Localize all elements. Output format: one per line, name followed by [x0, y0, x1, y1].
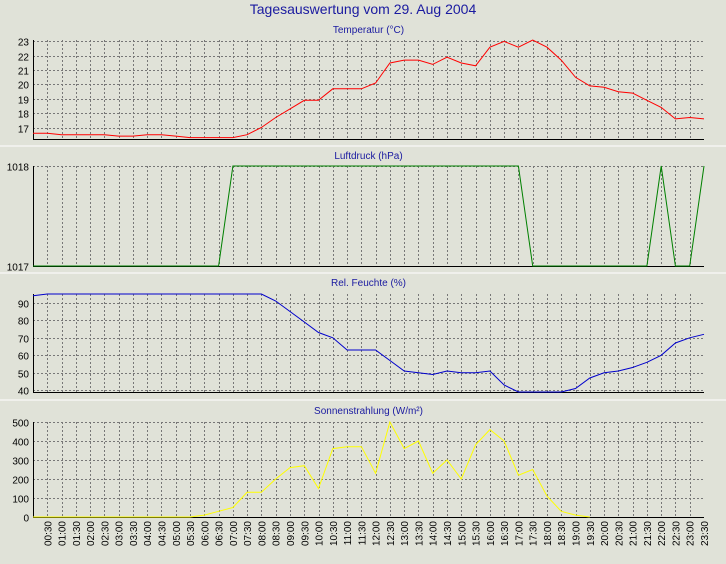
x-tick-label: 10:30: [329, 521, 340, 546]
x-tick-label: 22:00: [657, 521, 668, 546]
x-tick-label: 06:00: [200, 521, 211, 546]
x-tick-label: 23:00: [686, 521, 697, 546]
pressure-chart-title: Luftdruck (hPa): [334, 151, 402, 162]
x-tick-label: 11:00: [343, 521, 354, 546]
x-tick-label: 05:30: [186, 521, 197, 546]
y-tick-label: 40: [18, 387, 30, 398]
x-tick-label: 04:00: [143, 521, 154, 546]
y-tick-label: 70: [18, 335, 30, 346]
y-tick-label: 1017: [7, 263, 30, 274]
x-tick-label: 17:30: [529, 521, 540, 546]
x-tick-label: 01:00: [58, 521, 69, 546]
x-tick-label: 09:00: [286, 521, 297, 546]
y-tick-label: 22: [18, 53, 30, 64]
pressure-chart: Luftdruck (hPa) 1017 1018: [7, 151, 705, 274]
x-tick-label: 22:30: [671, 521, 682, 546]
x-tick-label: 19:30: [586, 521, 597, 546]
x-tick-label: 07:30: [243, 521, 254, 546]
x-tick-label: 13:30: [415, 521, 426, 546]
radiation-series-line: [33, 420, 590, 518]
x-tick-label: 02:30: [100, 521, 111, 546]
temperature-series-line: [33, 39, 705, 139]
y-tick-label: 80: [18, 317, 30, 328]
x-tick-label: 12:00: [372, 521, 383, 546]
x-tick-label: 02:00: [86, 521, 97, 546]
x-tick-label: 19:00: [572, 521, 583, 546]
x-tick-label: 12:30: [386, 521, 397, 546]
x-tick-label: 03:00: [115, 521, 126, 546]
plot-area: [33, 294, 704, 392]
x-tick-label: 17:00: [514, 521, 525, 546]
humidity-chart-title: Rel. Feuchte (%): [331, 278, 406, 289]
plot-area: [33, 166, 704, 266]
x-tick-label: 15:30: [472, 521, 483, 546]
y-tick-label: 18: [18, 110, 30, 121]
x-tick-label: 13:00: [400, 521, 411, 546]
x-tick-label: 09:30: [300, 521, 311, 546]
y-tick-label: 0: [23, 514, 29, 525]
x-tick-label: 18:00: [543, 521, 554, 546]
x-tick-label: 03:30: [129, 521, 140, 546]
x-tick-labels: 00:30 01:00 01:30 02:00 02:30 03:00 03:30 04:00…: [43, 521, 711, 546]
x-tick-label: 16:30: [500, 521, 511, 546]
x-tick-label: 14:00: [429, 521, 440, 546]
page-title: Tagesauswertung vom 29. Aug 2004: [249, 1, 477, 17]
x-tick-label: 20:00: [600, 521, 611, 546]
humidity-series-line: [32, 293, 705, 393]
y-tick-label: 500: [12, 419, 29, 430]
y-tick-label: 20: [18, 81, 30, 92]
y-tick-label: 300: [12, 457, 29, 468]
x-tick-label: 21:30: [643, 521, 654, 546]
y-tick-label: 90: [18, 300, 30, 311]
x-tick-label: 00:30: [43, 521, 54, 546]
x-tick-label: 10:00: [315, 521, 326, 546]
y-tick-label: 21: [18, 67, 30, 78]
x-tick-label: 21:00: [629, 521, 640, 546]
x-tick-label: 07:00: [229, 521, 240, 546]
pressure-series-line: [33, 165, 705, 267]
radiation-chart-title: Sonnenstrahlung (W/m²): [314, 406, 423, 417]
y-tick-label: 60: [18, 352, 30, 363]
y-tick-label: 1018: [7, 163, 30, 174]
x-tick-label: 04:30: [158, 521, 169, 546]
x-tick-label: 18:30: [557, 521, 568, 546]
y-tick-label: 50: [18, 370, 30, 381]
y-tick-label: 23: [18, 38, 30, 49]
x-tick-label: 05:00: [172, 521, 183, 546]
x-tick-label: 23:30: [700, 521, 711, 546]
x-tick-label: 14:30: [443, 521, 454, 546]
y-tick-label: 100: [12, 495, 29, 506]
y-tick-label: 200: [12, 476, 29, 487]
y-tick-label: 400: [12, 438, 29, 449]
x-tick-label: 08:00: [257, 521, 268, 546]
x-tick-label: 11:30: [357, 521, 368, 546]
x-tick-label: 15:00: [457, 521, 468, 546]
x-tick-label: 06:30: [215, 521, 226, 546]
x-tick-label: 08:30: [272, 521, 283, 546]
y-tick-label: 17: [18, 125, 30, 136]
y-tick-label: 19: [18, 96, 30, 107]
x-tick-label: 20:30: [614, 521, 625, 546]
plot-area: [33, 422, 704, 517]
humidity-chart: Rel. Feuchte (%) 40 50 60 70 80 90: [18, 278, 705, 398]
temperature-chart-title: Temperatur (°C): [333, 25, 404, 36]
plot-area: [33, 40, 704, 139]
temperature-chart: Temperatur (°C) 17 18 19 20 21 22 23: [18, 25, 705, 140]
x-tick-label: 01:30: [72, 521, 83, 546]
x-tick-label: 16:00: [486, 521, 497, 546]
radiation-chart: Sonnenstrahlung (W/m²) 0 100 200 300 400 500: [12, 406, 704, 525]
